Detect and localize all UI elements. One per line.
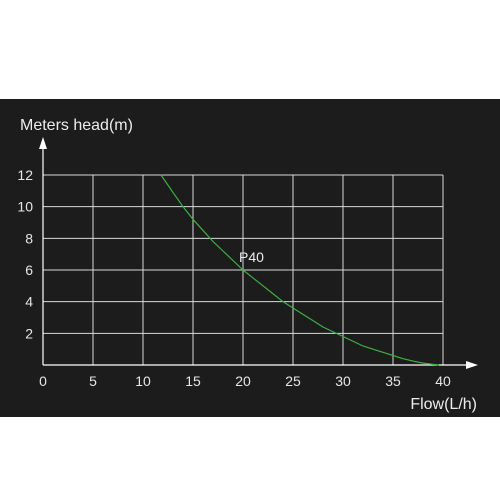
y-axis-arrow [39, 137, 47, 149]
y-tick-label: 8 [25, 230, 33, 246]
y-tick-label: 2 [25, 325, 33, 341]
y-tick-label: 6 [25, 262, 33, 278]
series-label: P40 [239, 249, 264, 265]
x-tick-label: 20 [235, 373, 251, 389]
x-axis-arrow [466, 361, 478, 369]
series-line-p40 [160, 174, 440, 366]
chart-svg: 0 5 10 15 20 25 30 35 40 2 4 6 8 10 12 Meters head(m) Fl… [17, 117, 478, 413]
grid [43, 174, 444, 365]
x-tick-label: 5 [89, 373, 97, 389]
y-axis-title: Meters head(m) [20, 117, 133, 134]
x-tick-label: 15 [185, 373, 201, 389]
x-axis-title: Flow(L/h) [410, 396, 477, 413]
x-tick-label: 10 [135, 373, 151, 389]
series-layer [160, 174, 440, 366]
x-tick-label: 0 [39, 373, 47, 389]
chart-panel: 0 5 10 15 20 25 30 35 40 2 4 6 8 10 12 Meters head(m) Fl… [0, 99, 500, 417]
x-tick-label: 35 [385, 373, 401, 389]
y-tick-label: 4 [25, 294, 33, 310]
x-tick-label: 30 [335, 373, 351, 389]
x-tick-label: 40 [435, 373, 451, 389]
axes [39, 137, 478, 369]
labels-layer: 0 5 10 15 20 25 30 35 40 2 4 6 8 10 12 Meters head(m) Fl… [17, 117, 477, 413]
x-tick-label: 25 [285, 373, 301, 389]
y-tick-label: 12 [17, 167, 33, 183]
y-tick-label: 10 [17, 199, 33, 215]
